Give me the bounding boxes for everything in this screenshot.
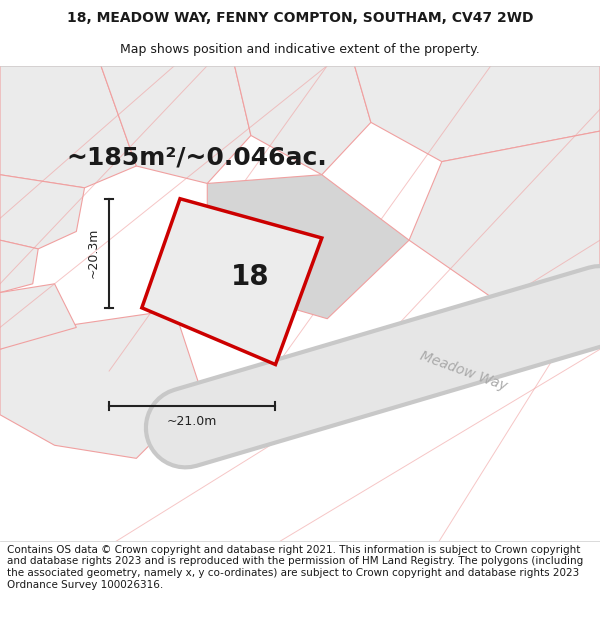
Text: Contains OS data © Crown copyright and database right 2021. This information is : Contains OS data © Crown copyright and d…: [7, 545, 583, 589]
Polygon shape: [207, 175, 409, 319]
Polygon shape: [101, 66, 251, 184]
Text: 18: 18: [230, 263, 269, 291]
Text: ~21.0m: ~21.0m: [167, 415, 217, 428]
Text: ~20.3m: ~20.3m: [87, 228, 100, 279]
Text: 18, MEADOW WAY, FENNY COMPTON, SOUTHAM, CV47 2WD: 18, MEADOW WAY, FENNY COMPTON, SOUTHAM, …: [67, 11, 533, 26]
Text: ~185m²/~0.046ac.: ~185m²/~0.046ac.: [66, 145, 327, 169]
Polygon shape: [0, 240, 38, 292]
Polygon shape: [0, 284, 76, 349]
Polygon shape: [355, 66, 600, 162]
Polygon shape: [0, 175, 85, 249]
Text: Meadow Way: Meadow Way: [418, 349, 509, 393]
Polygon shape: [0, 310, 202, 458]
Polygon shape: [409, 131, 600, 297]
Text: Map shows position and indicative extent of the property.: Map shows position and indicative extent…: [120, 42, 480, 56]
Polygon shape: [235, 66, 371, 175]
Polygon shape: [0, 66, 136, 188]
Polygon shape: [142, 199, 322, 364]
